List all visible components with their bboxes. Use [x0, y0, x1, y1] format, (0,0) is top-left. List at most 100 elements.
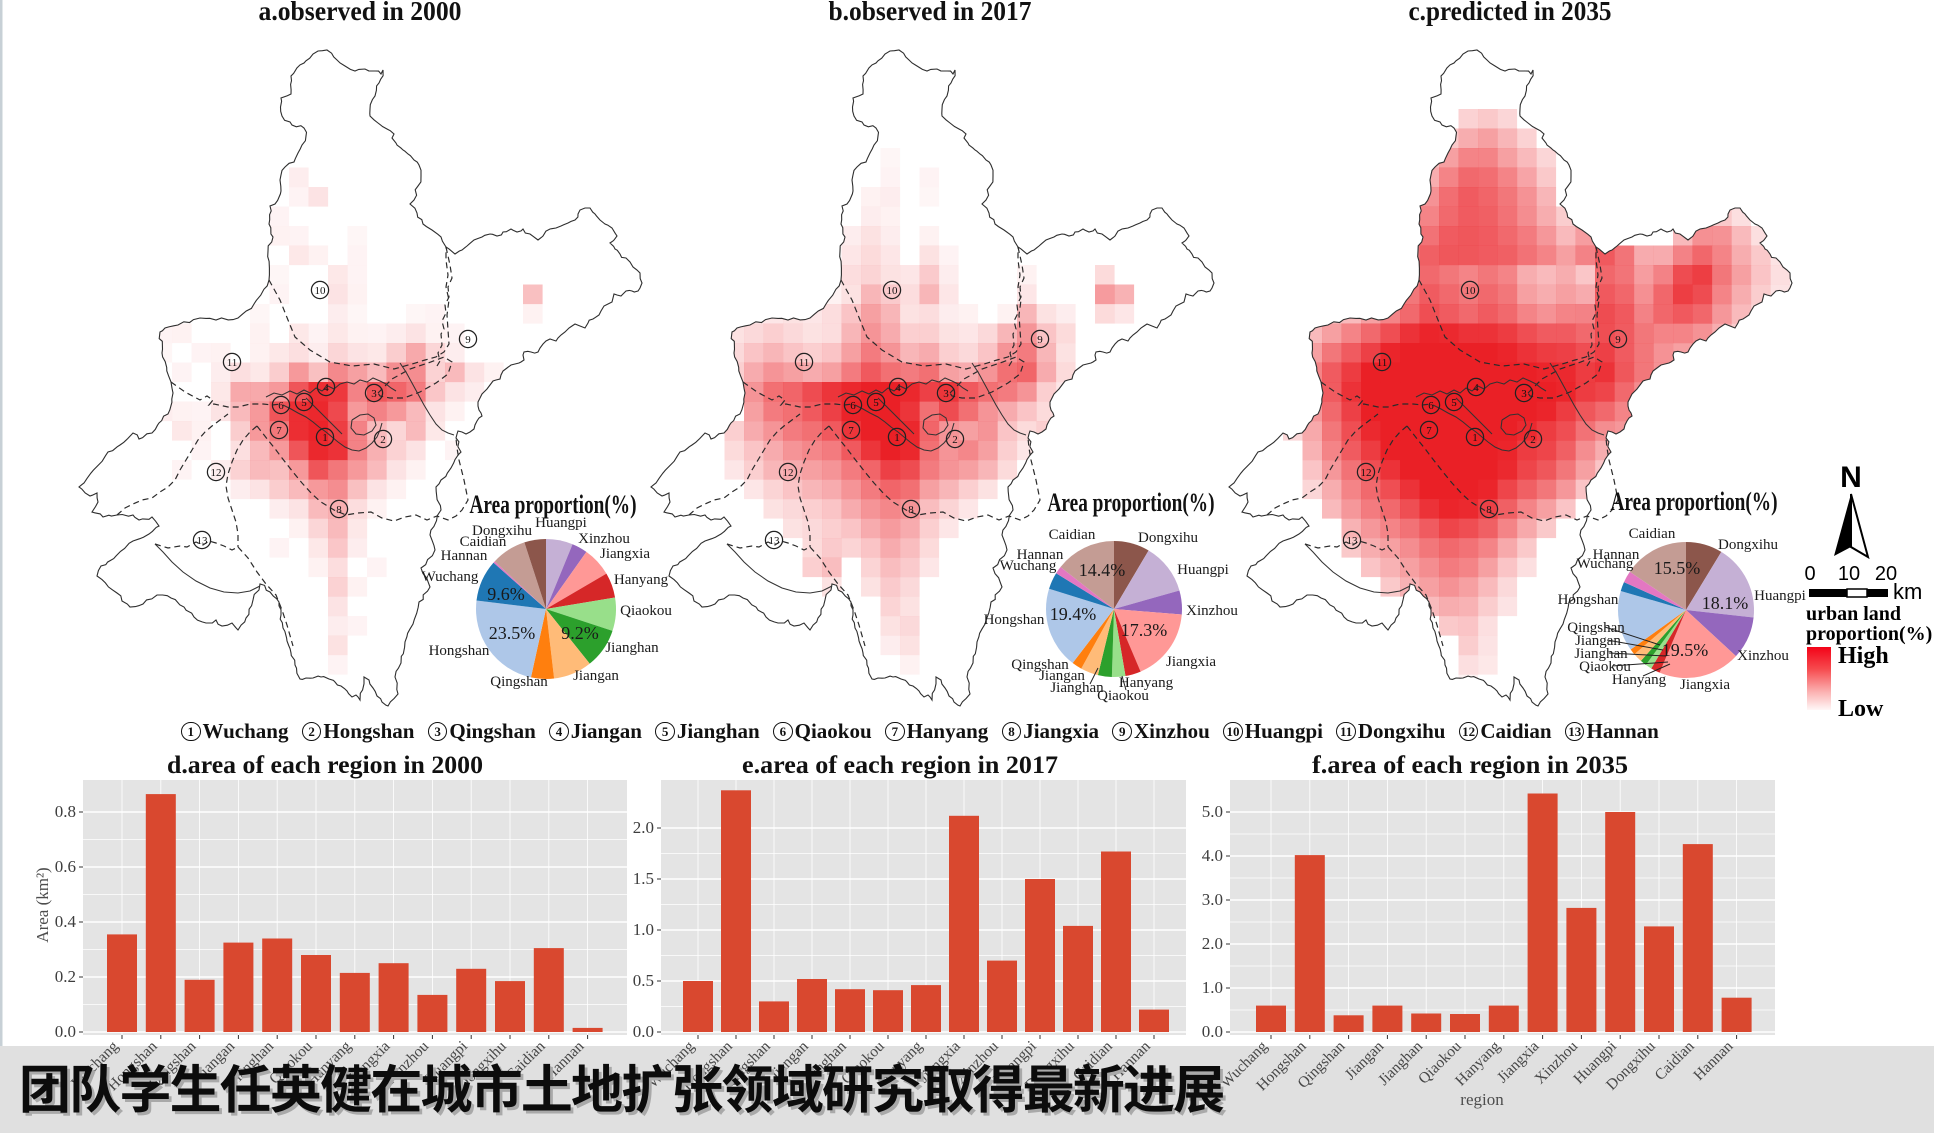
svg-text:0.6: 0.6 — [55, 857, 76, 876]
svg-text:20: 20 — [1875, 563, 1897, 585]
svg-text:b.observed in 2017: b.observed in 2017 — [829, 0, 1032, 26]
svg-text:Huangpi: Huangpi — [1754, 588, 1806, 604]
svg-text:Jiangxia: Jiangxia — [600, 546, 650, 562]
svg-text:9: 9 — [1037, 334, 1043, 346]
svg-text:Huangpi: Huangpi — [1177, 562, 1229, 578]
svg-text:12: 12 — [1361, 467, 1372, 479]
svg-text:9: 9 — [465, 334, 471, 346]
svg-text:11: 11 — [227, 357, 238, 369]
svg-text:17.3%: 17.3% — [1121, 620, 1168, 640]
svg-text:10: 10 — [887, 285, 899, 297]
svg-text:Qingshan: Qingshan — [490, 674, 548, 690]
svg-text:23.5%: 23.5% — [489, 623, 536, 643]
svg-text:e.area of each region in 2017: e.area of each region in 2017 — [742, 752, 1058, 779]
svg-text:9.6%: 9.6% — [487, 584, 525, 604]
svg-text:Qiaokou: Qiaokou — [1579, 659, 1631, 675]
svg-text:5.0: 5.0 — [1202, 802, 1223, 821]
svg-text:Hannan: Hannan — [1593, 547, 1640, 563]
svg-text:1.0: 1.0 — [1202, 978, 1223, 997]
svg-text:0.0: 0.0 — [633, 1022, 654, 1041]
svg-text:4: 4 — [895, 382, 901, 394]
svg-text:Wuchang: Wuchang — [422, 569, 479, 585]
svg-text:Qiaokou: Qiaokou — [1097, 688, 1149, 704]
svg-text:Xinzhou: Xinzhou — [578, 531, 630, 547]
svg-text:0: 0 — [1804, 563, 1815, 585]
svg-text:8: 8 — [908, 504, 914, 516]
svg-text:region: region — [1460, 1090, 1504, 1109]
svg-text:13: 13 — [197, 535, 209, 547]
svg-text:d.area of each region in 2000: d.area of each region in 2000 — [167, 752, 483, 779]
svg-text:4.0: 4.0 — [1202, 846, 1223, 865]
svg-text:High: High — [1838, 643, 1889, 669]
svg-text:5: 5 — [1451, 397, 1457, 409]
svg-text:Qiaokou: Qiaokou — [620, 603, 672, 619]
svg-text:6: 6 — [278, 400, 284, 412]
svg-text:Huangpi: Huangpi — [535, 515, 587, 531]
svg-text:Low: Low — [1838, 696, 1884, 722]
svg-text:5: 5 — [873, 397, 879, 409]
svg-text:3: 3 — [371, 388, 377, 400]
svg-text:Xinzhou: Xinzhou — [1186, 603, 1238, 619]
svg-text:Hongshan: Hongshan — [1558, 592, 1619, 608]
svg-text:12: 12 — [783, 467, 794, 479]
svg-text:Caidian: Caidian — [1049, 527, 1096, 543]
svg-text:0.8: 0.8 — [55, 802, 76, 821]
svg-text:1.5: 1.5 — [633, 869, 654, 888]
svg-text:Hongshan: Hongshan — [984, 612, 1045, 628]
svg-text:0.4: 0.4 — [55, 912, 77, 931]
svg-text:6: 6 — [1428, 400, 1434, 412]
svg-text:Hongshan: Hongshan — [429, 643, 490, 659]
svg-text:km: km — [1893, 579, 1922, 604]
svg-text:Qingshan: Qingshan — [1567, 620, 1625, 636]
svg-text:14.4%: 14.4% — [1079, 560, 1126, 580]
svg-text:Jiangxia: Jiangxia — [1166, 654, 1216, 670]
svg-text:2.0: 2.0 — [633, 818, 654, 837]
svg-text:1: 1 — [322, 432, 328, 444]
svg-text:10: 10 — [1838, 563, 1860, 585]
svg-text:Wuchang: Wuchang — [1577, 556, 1634, 572]
svg-text:Jiangan: Jiangan — [1039, 668, 1085, 684]
svg-text:13: 13 — [769, 535, 781, 547]
svg-text:19.5%: 19.5% — [1662, 640, 1709, 660]
svg-text:1: 1 — [1472, 432, 1478, 444]
svg-text:0.0: 0.0 — [1202, 1022, 1223, 1041]
svg-text:Area (km²): Area (km²) — [33, 867, 52, 942]
svg-text:Hannan: Hannan — [1017, 547, 1064, 563]
svg-text:11: 11 — [1377, 357, 1388, 369]
svg-text:10: 10 — [1465, 285, 1477, 297]
svg-text:19.4%: 19.4% — [1050, 604, 1097, 624]
svg-text:4: 4 — [323, 382, 329, 394]
svg-text:Caidian: Caidian — [460, 534, 507, 550]
svg-text:Wuchang: Wuchang — [1000, 558, 1057, 574]
svg-text:f.area of each region in 2035: f.area of each region in 2035 — [1312, 752, 1628, 779]
svg-text:2: 2 — [1530, 434, 1536, 446]
svg-text:13: 13 — [1347, 535, 1359, 547]
svg-text:Hanyang: Hanyang — [1119, 675, 1174, 691]
svg-text:Area proportion(%): Area proportion(%) — [470, 490, 637, 519]
svg-text:Area proportion(%): Area proportion(%) — [1611, 487, 1778, 516]
svg-text:9: 9 — [1615, 334, 1621, 346]
svg-text:3: 3 — [943, 388, 949, 400]
svg-text:2: 2 — [380, 434, 386, 446]
svg-text:Jianghan: Jianghan — [1050, 680, 1104, 696]
svg-text:Jiangan: Jiangan — [573, 668, 619, 684]
svg-text:Dongxihu: Dongxihu — [1718, 537, 1779, 553]
svg-text:Hanyang: Hanyang — [1612, 672, 1667, 688]
svg-text:11: 11 — [799, 357, 810, 369]
svg-text:Dongxihu: Dongxihu — [472, 523, 533, 539]
svg-text:Hanyang: Hanyang — [614, 572, 669, 588]
svg-text:N: N — [1840, 461, 1862, 494]
svg-text:c.predicted in 2035: c.predicted in 2035 — [1409, 0, 1612, 26]
svg-text:0.5: 0.5 — [633, 971, 654, 990]
svg-text:Jianghan: Jianghan — [605, 640, 659, 656]
svg-text:Jiangxia: Jiangxia — [1680, 677, 1730, 693]
svg-text:15.5%: 15.5% — [1654, 558, 1701, 578]
svg-text:proportion(%): proportion(%) — [1806, 623, 1932, 645]
svg-text:Caidian: Caidian — [1629, 526, 1676, 542]
svg-text:Xinzhou: Xinzhou — [1737, 648, 1789, 664]
svg-text:a.observed in 2000: a.observed in 2000 — [259, 0, 462, 26]
svg-text:Jiangan: Jiangan — [1575, 633, 1621, 649]
svg-text:4: 4 — [1473, 382, 1479, 394]
svg-text:9.2%: 9.2% — [561, 623, 599, 643]
svg-text:2: 2 — [952, 434, 958, 446]
